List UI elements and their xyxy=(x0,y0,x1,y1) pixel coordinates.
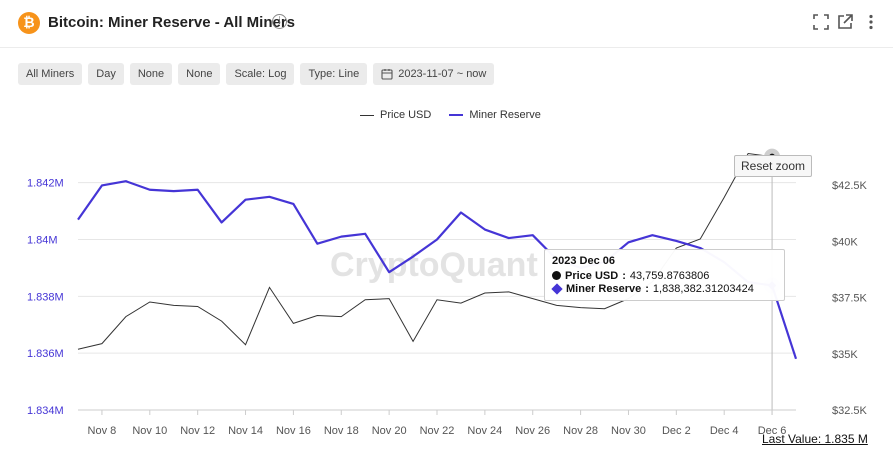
fullscreen-icon[interactable] xyxy=(812,13,830,31)
sma-button[interactable]: None xyxy=(129,63,173,85)
diamond-icon xyxy=(551,282,563,295)
y-left-tick-label: 1.838M xyxy=(27,291,64,303)
chart-type-button[interactable]: Type: Line xyxy=(300,63,368,85)
legend-label-price: Price USD xyxy=(380,109,432,121)
circle-icon xyxy=(552,271,561,280)
x-tick-label: Dec 4 xyxy=(710,425,739,437)
series-line-price-usd xyxy=(77,152,797,350)
chart-legend: Price USD Miner Reserve xyxy=(360,109,541,121)
legend-swatch-price xyxy=(360,114,374,116)
calendar-icon xyxy=(381,69,393,80)
more-options-icon[interactable] xyxy=(862,13,880,31)
legend-label-reserve: Miner Reserve xyxy=(469,109,541,121)
tooltip-reserve-label: Miner Reserve xyxy=(566,282,642,295)
x-tick-label: Nov 18 xyxy=(324,425,359,437)
chart-title: Bitcoin: Miner Reserve - All Miners xyxy=(48,14,296,31)
legend-item-price[interactable]: Price USD xyxy=(360,109,431,121)
chart-tooltip: 2023 Dec 06 Price USD: 43,759.8763806 Mi… xyxy=(544,249,785,301)
chart-toolbar: All Miners Day None None Scale: Log Type… xyxy=(18,63,495,85)
legend-swatch-reserve xyxy=(449,114,464,116)
x-tick-label: Nov 20 xyxy=(372,425,407,437)
x-tick-label: Nov 16 xyxy=(276,425,311,437)
x-tick-label: Nov 30 xyxy=(611,425,646,437)
legend-item-reserve[interactable]: Miner Reserve xyxy=(449,109,541,121)
tooltip-price-value: 43,759.8763806 xyxy=(629,269,710,282)
y-right-tick-label: $42.5K xyxy=(832,180,868,192)
x-tick-label: Nov 26 xyxy=(515,425,550,437)
external-link-icon[interactable] xyxy=(836,13,854,31)
chart-header: ₿ Bitcoin: Miner Reserve - All Miners i xyxy=(0,0,893,48)
y-left-tick-label: 1.834M xyxy=(27,405,64,417)
x-tick-label: Nov 28 xyxy=(563,425,598,437)
miner-filter-button[interactable]: All Miners xyxy=(18,63,83,85)
x-tick-label: Dec 2 xyxy=(662,425,691,437)
tooltip-reserve-value: 1,838,382.31203424 xyxy=(652,282,754,295)
overlay-button[interactable]: None xyxy=(178,63,221,85)
x-tick-label: Nov 22 xyxy=(420,425,455,437)
x-tick-label: Dec 6 xyxy=(758,425,787,437)
date-range-label: 2023-11-07 ~ now xyxy=(398,68,487,80)
tooltip-row-price: Price USD: 43,759.8763806 xyxy=(552,269,777,282)
y-right-tick-label: $35K xyxy=(832,349,858,361)
scale-button[interactable]: Scale: Log xyxy=(226,63,295,85)
x-tick-label: Nov 24 xyxy=(467,425,502,437)
x-tick-label: Nov 8 xyxy=(88,425,117,437)
bitcoin-icon: ₿ xyxy=(18,12,40,34)
y-right-tick-label: $37.5K xyxy=(832,293,868,305)
x-tick-label: Nov 12 xyxy=(180,425,215,437)
tooltip-date: 2023 Dec 06 xyxy=(552,255,615,267)
y-right-tick-label: $40K xyxy=(832,236,858,248)
y-left-tick-label: 1.836M xyxy=(27,348,64,360)
window-button[interactable]: Day xyxy=(88,63,124,85)
tooltip-row-reserve: Miner Reserve: 1,838,382.31203424 xyxy=(551,282,777,295)
x-tick-label: Nov 10 xyxy=(132,425,167,437)
tooltip-price-label: Price USD xyxy=(565,269,619,282)
info-icon[interactable]: i xyxy=(272,14,287,29)
date-range-button[interactable]: 2023-11-07 ~ now xyxy=(373,63,495,85)
reset-zoom-button[interactable]: Reset zoom xyxy=(734,155,813,177)
y-left-tick-label: 1.842M xyxy=(27,178,64,190)
series-line-miner-reserve xyxy=(77,180,798,360)
watermark: CryptoQuant xyxy=(330,246,538,284)
last-value[interactable]: Last Value: 1.835 M xyxy=(762,432,868,446)
y-right-tick-label: $32.5K xyxy=(832,405,868,417)
y-left-tick-label: 1.84M xyxy=(27,234,58,246)
x-tick-label: Nov 14 xyxy=(228,425,263,437)
